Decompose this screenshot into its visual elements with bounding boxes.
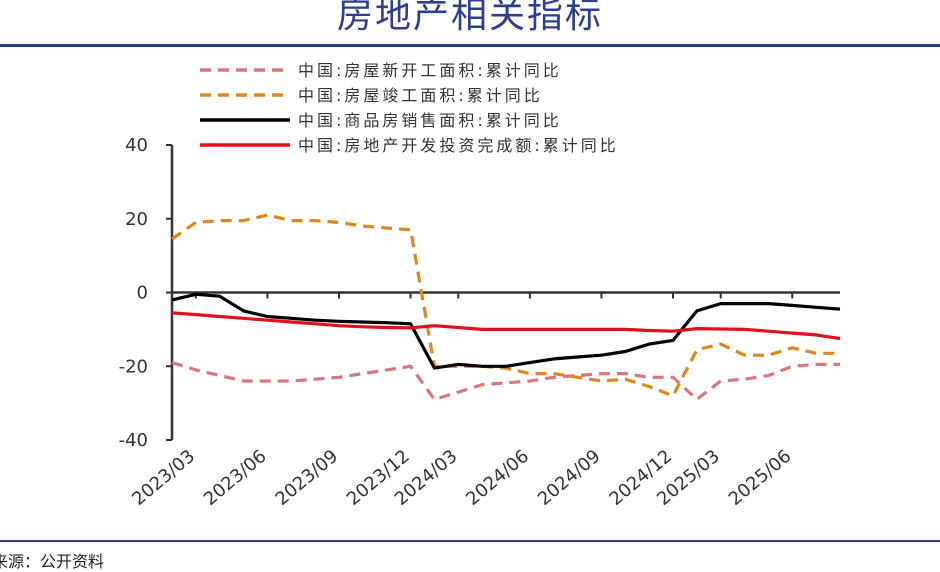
y-tick-label: -40 bbox=[119, 430, 148, 451]
series-line-1 bbox=[171, 361, 840, 401]
series-line-2 bbox=[171, 213, 840, 398]
source-note: 来源：公开资料 bbox=[0, 552, 105, 571]
y-tick-label: 0 bbox=[137, 283, 148, 304]
series-line-4 bbox=[171, 311, 841, 341]
x-tick-label: 2024/06 bbox=[462, 446, 533, 510]
x-tick-label: 2023/03 bbox=[128, 446, 199, 510]
y-tick-label: 40 bbox=[125, 135, 148, 156]
title-divider bbox=[0, 44, 940, 47]
x-tick-label: 2024/09 bbox=[534, 446, 605, 510]
footer-divider bbox=[0, 540, 940, 542]
chart-legend: 中国:房屋新开工面积:累计同比中国:房屋竣工面积:累计同比中国:商品房销售面积:… bbox=[200, 61, 619, 155]
page-title: 房地产相关指标 bbox=[336, 0, 603, 36]
legend-label-3: 中国:商品房销售面积:累计同比 bbox=[298, 111, 562, 130]
x-tick-label: 2025/06 bbox=[725, 446, 796, 510]
chart-series bbox=[171, 213, 841, 401]
x-tick-label: 2023/09 bbox=[271, 446, 342, 510]
legend-label-2: 中国:房屋竣工面积:累计同比 bbox=[298, 86, 543, 105]
legend-label-1: 中国:房屋新开工面积:累计同比 bbox=[298, 61, 562, 80]
series-line-3 bbox=[171, 292, 841, 370]
y-tick-label: 20 bbox=[125, 209, 148, 230]
legend-label-4: 中国:房地产开发投资完成额:累计同比 bbox=[298, 136, 619, 155]
x-tick-label: 2023/06 bbox=[200, 446, 271, 510]
y-tick-label: -20 bbox=[119, 356, 148, 377]
